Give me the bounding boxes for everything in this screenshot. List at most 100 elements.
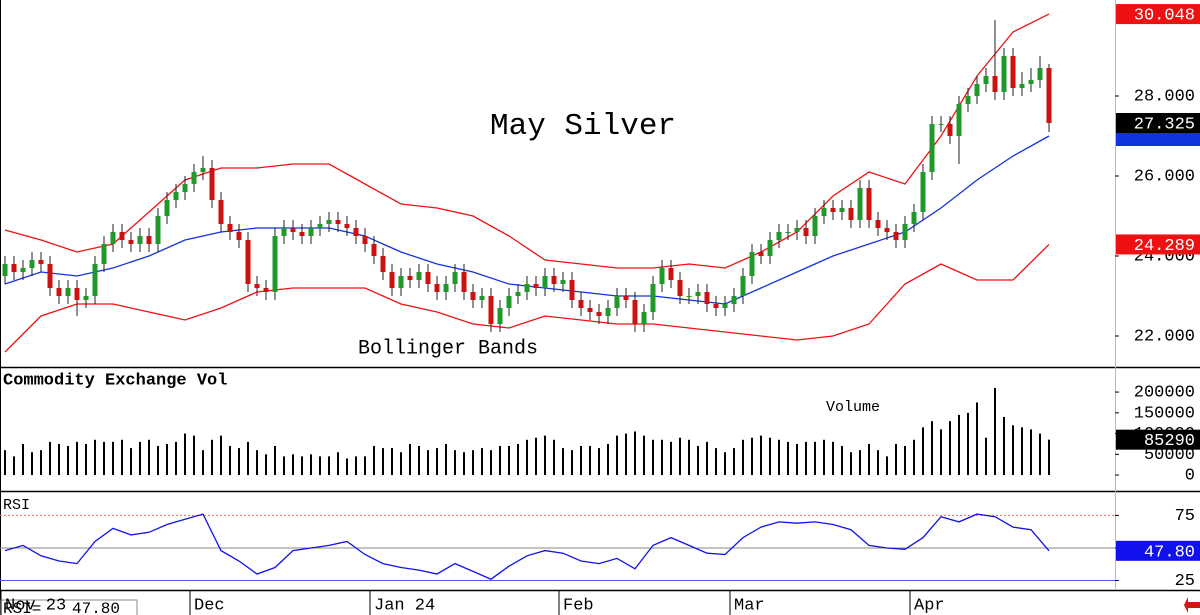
candle-body xyxy=(308,228,314,236)
rsi-readout-label: RSI= xyxy=(3,600,41,615)
y-tick-label: 26.000 xyxy=(1134,167,1195,186)
candle-body xyxy=(704,292,710,304)
candle-body xyxy=(326,220,332,224)
candle-body xyxy=(74,288,80,300)
candle-body xyxy=(56,288,62,296)
last-value-box xyxy=(1116,4,1200,25)
candle-body xyxy=(821,208,827,216)
candle-body xyxy=(92,264,98,296)
last-value-box-label: 24.289 xyxy=(1134,237,1195,256)
candle-body xyxy=(524,284,530,292)
y-tick-label: 75 xyxy=(1175,507,1195,526)
last-volume-box-label: 85290 xyxy=(1144,432,1195,451)
candle-body xyxy=(1001,56,1007,92)
candle-body xyxy=(317,224,323,228)
candle-body xyxy=(182,184,188,192)
candle-body xyxy=(506,296,512,308)
candle-body xyxy=(11,264,17,272)
scroll-arrow[interactable] xyxy=(1184,597,1200,613)
candle-body xyxy=(614,296,620,308)
candle-body xyxy=(794,228,800,232)
candle-body xyxy=(650,284,656,312)
candle-body xyxy=(677,280,683,296)
candle-body xyxy=(668,268,674,280)
candle-body xyxy=(803,228,809,236)
candle-body xyxy=(353,228,359,236)
candle-body xyxy=(947,124,953,136)
candle-body xyxy=(830,208,836,212)
candle-body xyxy=(191,172,197,184)
candle-body xyxy=(956,104,962,136)
candle-body xyxy=(713,304,719,308)
rsi-readout-value: 47.80 xyxy=(72,600,120,615)
candle-body xyxy=(992,76,998,92)
candle-body xyxy=(623,296,629,300)
candle-body xyxy=(137,236,143,244)
candle-body xyxy=(209,168,215,200)
candle-body xyxy=(641,312,647,324)
candle-body xyxy=(920,172,926,212)
candle-body xyxy=(425,272,431,284)
candle-body xyxy=(776,232,782,240)
candle-body xyxy=(884,228,890,232)
candle-body xyxy=(722,304,728,308)
candle-body xyxy=(407,276,413,280)
candle-body xyxy=(974,84,980,96)
candle-body xyxy=(893,232,899,240)
x-tick-label: Nov 23 xyxy=(5,596,66,615)
candle-body xyxy=(749,252,755,276)
candle-body xyxy=(281,228,287,236)
y-tick-label: 25 xyxy=(1175,572,1195,591)
bollinger-band xyxy=(4,13,1050,269)
candle-body xyxy=(398,276,404,288)
candle-body xyxy=(173,192,179,200)
candle-body xyxy=(866,188,872,220)
candle-body xyxy=(1037,68,1043,80)
candle-body xyxy=(875,220,881,228)
candle-body xyxy=(839,208,845,212)
candle-body xyxy=(785,232,791,233)
candle-body xyxy=(65,288,71,296)
candle-body xyxy=(533,284,539,288)
candle-body xyxy=(335,220,341,224)
candle-body xyxy=(155,216,161,244)
annotation: Volume xyxy=(826,399,880,416)
candle-body xyxy=(119,232,125,240)
candle-body xyxy=(38,260,44,264)
last-value-box-label: 30.048 xyxy=(1134,7,1195,26)
candle-body xyxy=(497,308,503,324)
candle-body xyxy=(29,260,35,268)
x-tick-label: Jan 24 xyxy=(374,596,435,615)
candle-body xyxy=(389,272,395,288)
x-tick-label: Feb xyxy=(563,596,594,615)
panel-title: RSI xyxy=(3,497,30,514)
rsi-line xyxy=(4,513,1050,580)
candle-body xyxy=(686,296,692,297)
candle-body xyxy=(1019,84,1025,88)
candle-body xyxy=(443,284,449,292)
candle-body xyxy=(632,300,638,324)
candle-body xyxy=(1010,56,1016,88)
candle-body xyxy=(371,244,377,256)
last-volume-box xyxy=(1116,429,1200,450)
candle-body xyxy=(578,300,584,308)
candle-body xyxy=(344,224,350,228)
candle-body xyxy=(605,308,611,316)
candle-body xyxy=(659,268,665,284)
x-tick-label: Mar xyxy=(734,596,765,615)
candle-body xyxy=(758,252,764,256)
panel-title: Commodity Exchange Vol xyxy=(3,371,227,390)
y-tick-label: 150000 xyxy=(1134,404,1195,423)
last-rsi-box-label: 47.80 xyxy=(1144,543,1195,562)
candle-body xyxy=(1046,68,1052,123)
candle-body xyxy=(263,288,269,292)
candle-body xyxy=(416,272,422,280)
candle-body xyxy=(938,124,944,125)
candle-body xyxy=(695,292,701,296)
candle-body xyxy=(299,232,305,236)
chart-title: May Silver xyxy=(490,109,676,144)
candle-body xyxy=(857,188,863,220)
candle-body xyxy=(1028,80,1034,84)
candle-body xyxy=(362,236,368,244)
last-value-box xyxy=(1116,234,1200,255)
